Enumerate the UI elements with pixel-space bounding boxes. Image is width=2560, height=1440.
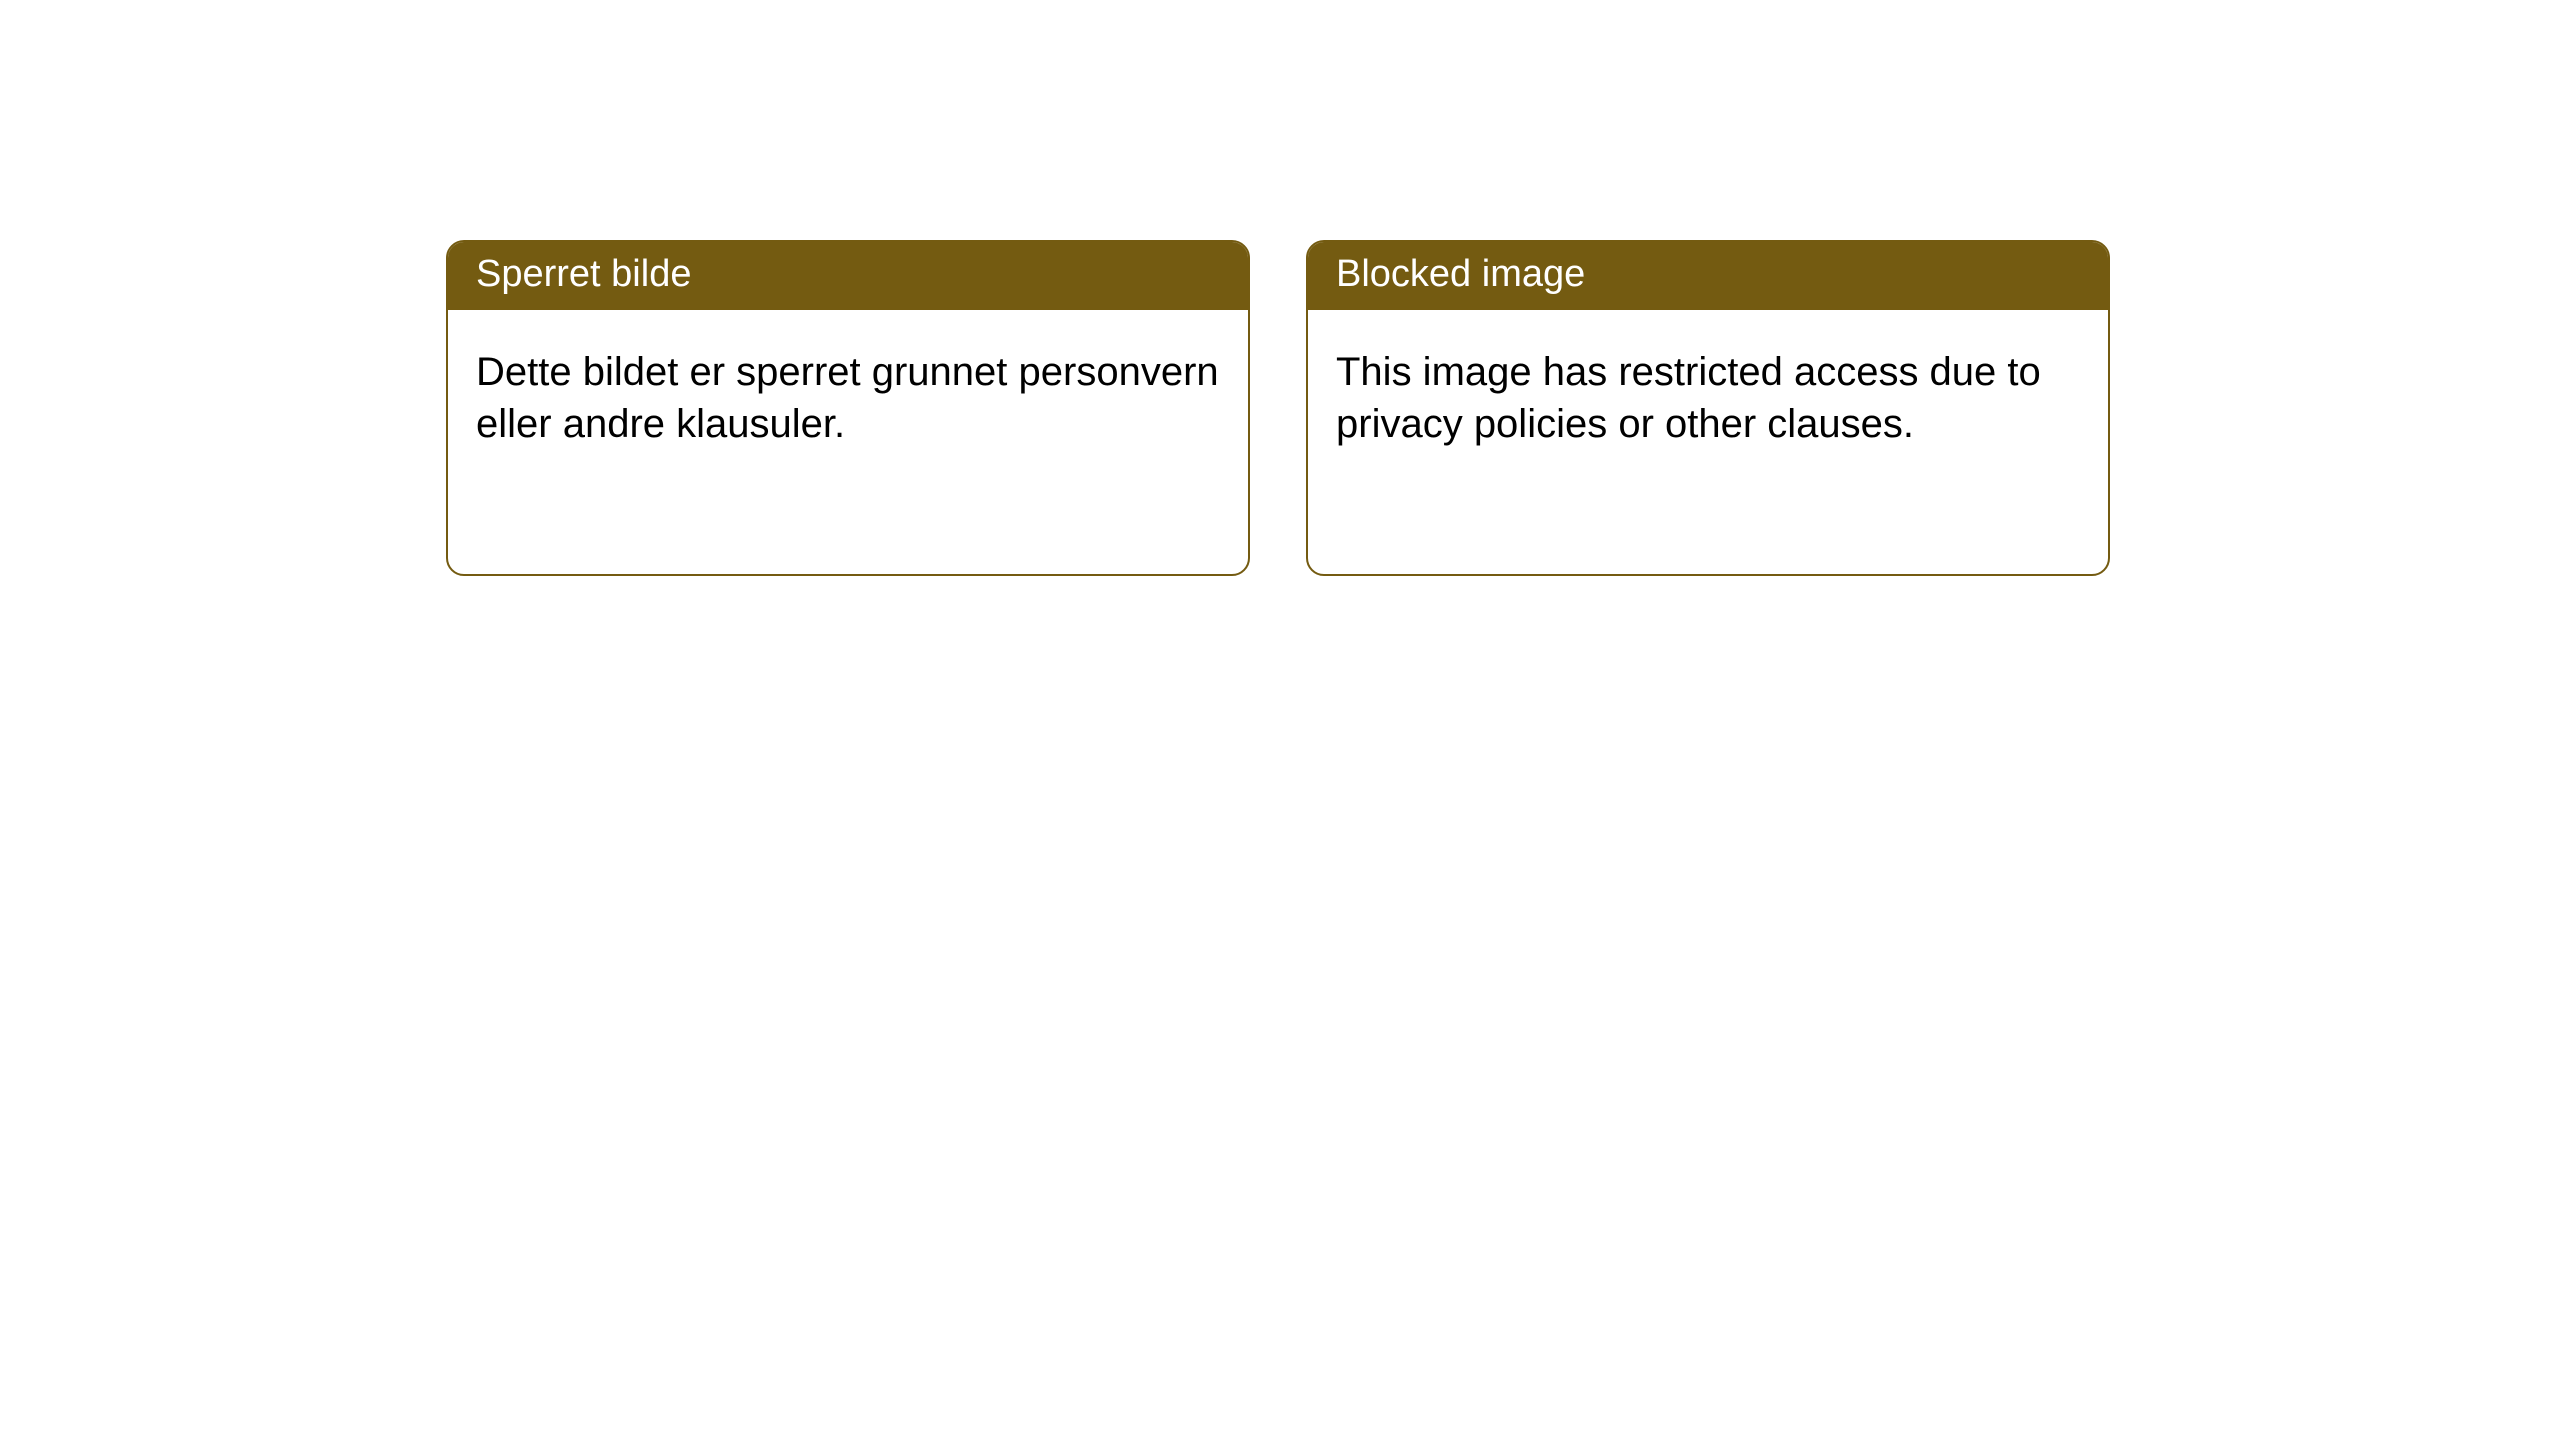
notice-cards-container: Sperret bilde Dette bildet er sperret gr… [0, 0, 2560, 576]
blocked-image-card-no: Sperret bilde Dette bildet er sperret gr… [446, 240, 1250, 576]
card-title-en: Blocked image [1336, 253, 1585, 295]
card-body-text-en: This image has restricted access due to … [1336, 350, 2041, 446]
card-body-en: This image has restricted access due to … [1308, 310, 2108, 478]
card-header-en: Blocked image [1308, 242, 2108, 310]
card-header-no: Sperret bilde [448, 242, 1248, 310]
blocked-image-card-en: Blocked image This image has restricted … [1306, 240, 2110, 576]
card-body-no: Dette bildet er sperret grunnet personve… [448, 310, 1248, 478]
card-body-text-no: Dette bildet er sperret grunnet personve… [476, 350, 1219, 446]
card-title-no: Sperret bilde [476, 253, 691, 295]
